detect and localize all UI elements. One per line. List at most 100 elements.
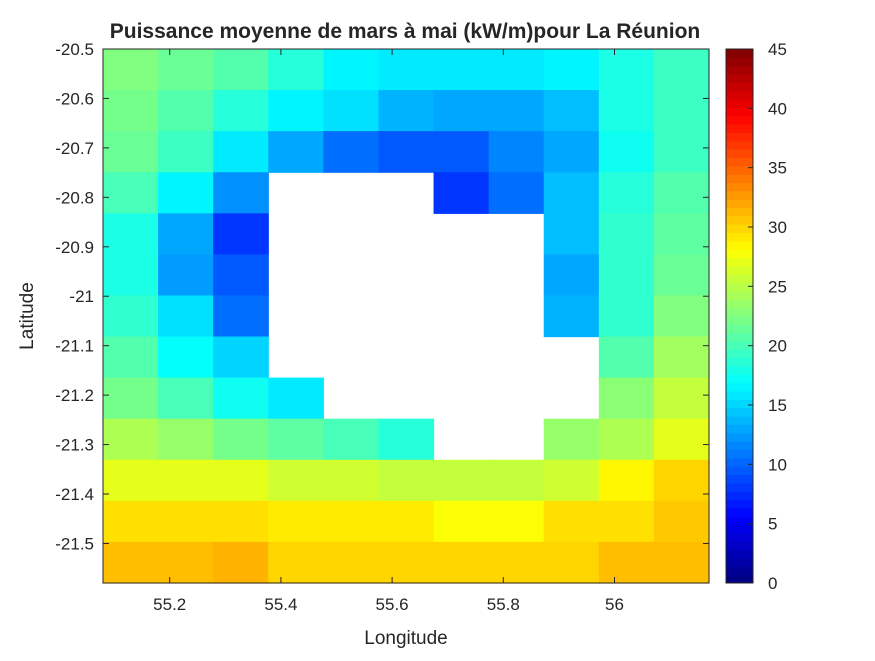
- heatmap-cell: [103, 254, 159, 297]
- y-tick-label: -21.3: [55, 436, 94, 455]
- colorbar-swatch: [726, 524, 753, 534]
- colorbar-swatch: [726, 432, 753, 442]
- heatmap-cell: [103, 131, 159, 173]
- colorbar-swatch: [726, 199, 753, 209]
- colorbar-swatch: [726, 416, 753, 425]
- colorbar-swatch: [726, 391, 753, 400]
- heatmap-cell: [488, 541, 545, 584]
- colorbar-swatch: [726, 349, 753, 359]
- y-tick-label: -21.4: [55, 485, 94, 504]
- colorbar-swatch: [726, 124, 753, 133]
- colorbar-swatch: [726, 65, 753, 75]
- heatmap-cell: [268, 500, 324, 543]
- heatmap-cell: [158, 295, 214, 338]
- heatmap-cell: [268, 90, 324, 132]
- colorbar-swatch: [726, 140, 753, 150]
- colorbar-swatch: [726, 257, 753, 267]
- chart-title: Puissance moyenne de mars à mai (kW/m)po…: [110, 20, 700, 43]
- heatmap-cell: [378, 131, 435, 173]
- heatmap-cells: [103, 49, 710, 584]
- colorbar-swatch: [726, 224, 753, 234]
- colorbar-swatch: [726, 366, 753, 375]
- colorbar-swatch: [726, 466, 753, 476]
- heatmap-cell: [598, 49, 655, 91]
- colorbar-swatch: [726, 532, 753, 542]
- heatmap-cell: [543, 541, 600, 584]
- heatmap-cell: [158, 500, 214, 543]
- heatmap-cell: [598, 295, 655, 338]
- x-tick-label: 55.2: [153, 595, 186, 614]
- heatmap-cell: [598, 500, 655, 543]
- y-tick-label: -21.5: [55, 534, 94, 553]
- y-tick-label: -20.9: [55, 238, 94, 257]
- heatmap-cell: [213, 541, 269, 584]
- heatmap-cell: [323, 49, 380, 91]
- colorbar-swatch: [726, 299, 753, 309]
- heatmap-cell: [103, 500, 159, 543]
- heatmap-cell: [213, 459, 269, 502]
- heatmap-cell: [433, 131, 490, 173]
- colorbar-swatch: [726, 574, 753, 584]
- heatmap-cell: [103, 90, 159, 132]
- colorbar-swatch: [726, 382, 753, 392]
- heatmap-cell: [488, 49, 545, 91]
- heatmap-cell: [653, 172, 710, 214]
- heatmap-cell: [158, 377, 214, 420]
- colorbar: 0 5 10 15 20 25 30 35 40 45: [725, 40, 787, 593]
- heatmap-cell: [213, 336, 269, 379]
- colorbar-swatch: [726, 282, 753, 292]
- colorbar-swatch: [726, 557, 753, 567]
- colorbar-swatch: [726, 316, 753, 325]
- colorbar-tick-label: 5: [768, 515, 777, 534]
- colorbar-swatch: [726, 457, 753, 467]
- plot-area-frame: [102, 48, 710, 584]
- heatmap-cell: [543, 500, 600, 543]
- colorbar-swatch: [726, 215, 753, 225]
- colorbar-swatch: [726, 174, 753, 183]
- colorbar-swatch: [726, 474, 753, 484]
- x-axis-ticks: 55.2 55.4 55.6 55.8 56: [153, 49, 624, 614]
- heatmap-cell: [268, 459, 324, 502]
- heatmap-cell: [653, 500, 710, 543]
- heatmap-cell: [433, 49, 490, 91]
- heatmap-cell: [433, 500, 490, 543]
- x-tick-label: 55.6: [376, 595, 409, 614]
- heatmap-cell: [158, 459, 214, 502]
- heatmap-cell: [598, 336, 655, 379]
- heatmap-cell: [598, 131, 655, 173]
- heatmap-cell: [433, 90, 490, 132]
- colorbar-swatch: [726, 207, 753, 217]
- colorbar-swatch: [726, 249, 753, 259]
- x-tick-label: 56: [605, 595, 624, 614]
- y-tick-label: -21.1: [55, 337, 94, 356]
- heatmap-cell: [543, 418, 600, 461]
- heatmap-cell: [653, 336, 710, 379]
- heatmap-cell: [488, 459, 545, 502]
- colorbar-swatch: [726, 165, 753, 175]
- colorbar-swatch: [726, 149, 753, 158]
- heatmap-cell: [213, 500, 269, 543]
- colorbar-swatch: [726, 74, 753, 83]
- y-tick-label: -21: [69, 287, 94, 306]
- colorbar-swatch: [726, 449, 753, 459]
- heatmap-cell: [653, 254, 710, 297]
- heatmap-cell: [433, 541, 490, 584]
- heatmap-cell: [598, 459, 655, 502]
- heatmap-cell: [268, 131, 324, 173]
- colorbar-tick-label: 45: [768, 40, 787, 59]
- heatmap-cell: [653, 541, 710, 584]
- colorbar-swatch: [726, 424, 753, 434]
- colorbar-swatch: [726, 90, 753, 100]
- heatmap-cell: [653, 131, 710, 173]
- heatmap-cell: [213, 418, 269, 461]
- colorbar-tick-label: 25: [768, 277, 787, 296]
- colorbar-swatch: [726, 99, 753, 108]
- heatmap-cell: [598, 172, 655, 214]
- y-tick-label: -20.8: [55, 188, 94, 207]
- colorbar-tick-label: 40: [768, 99, 787, 118]
- heatmap-cell: [598, 377, 655, 420]
- colorbar-swatch: [726, 516, 753, 526]
- heatmap-cell: [653, 377, 710, 420]
- heatmap-cell: [598, 213, 655, 255]
